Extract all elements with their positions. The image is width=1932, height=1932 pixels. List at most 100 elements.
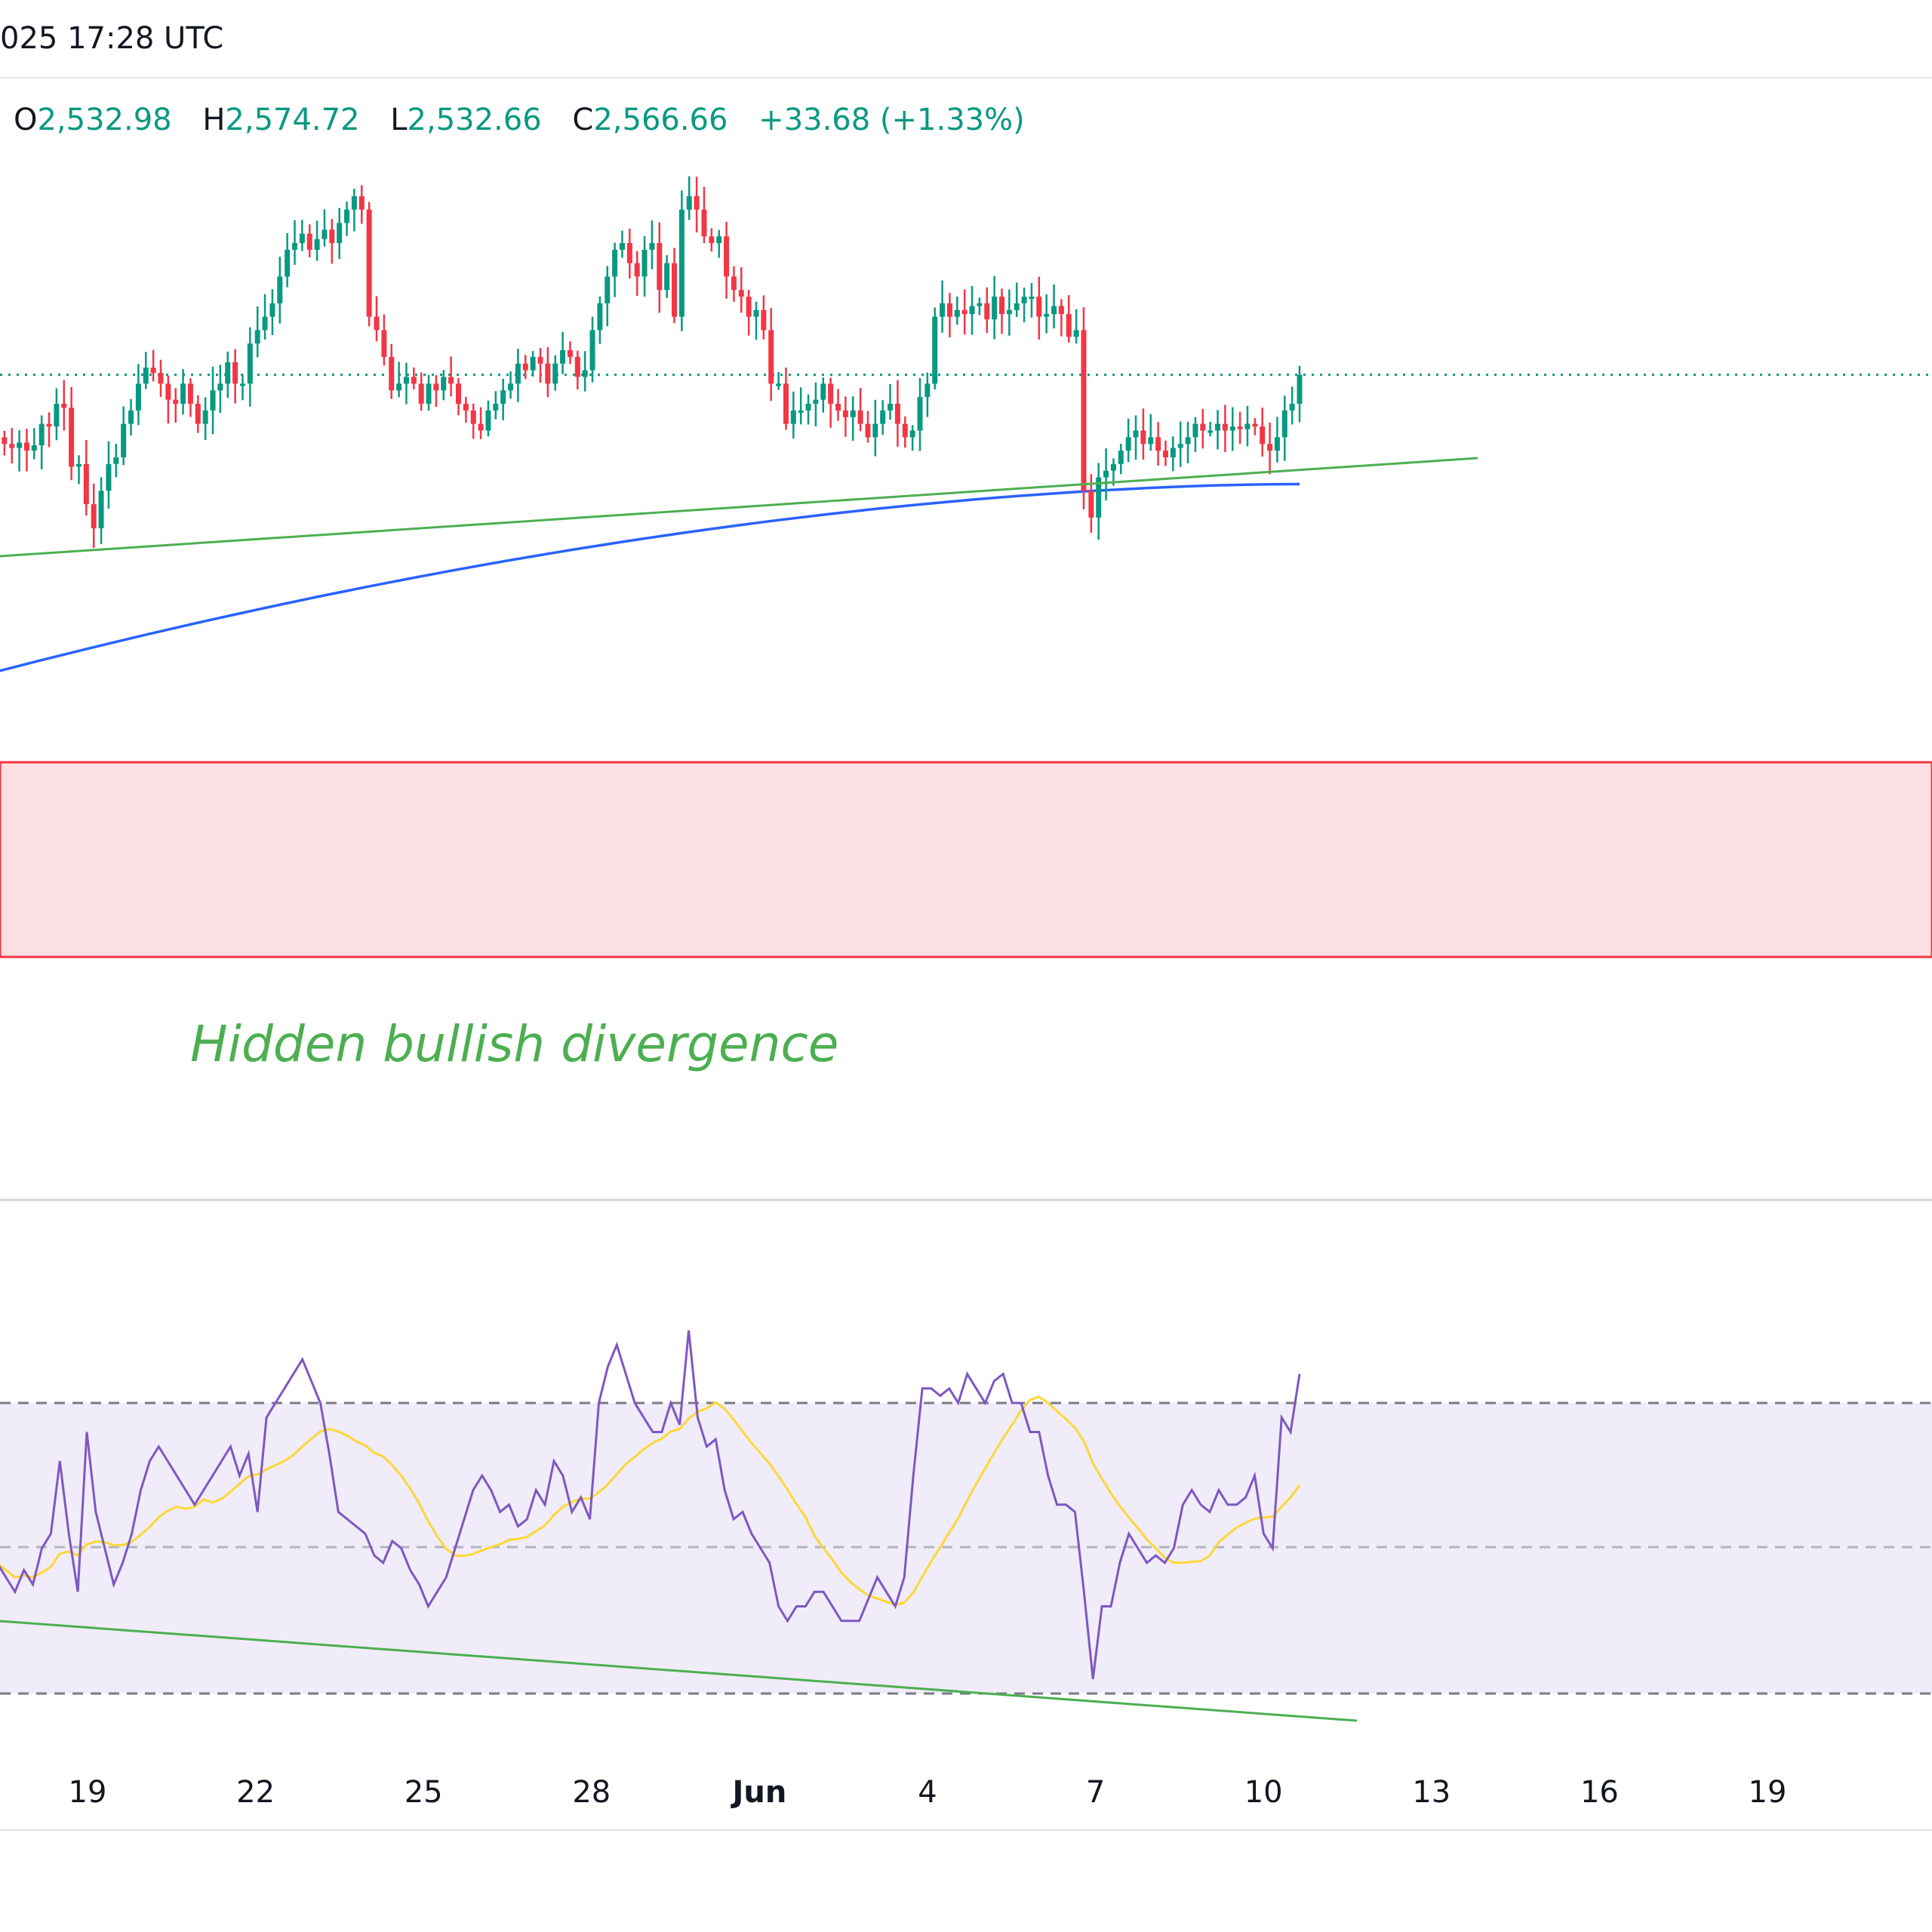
candle [1103,448,1109,501]
candle [678,190,685,331]
candle [626,228,632,278]
candle [285,233,291,288]
candle [329,219,335,264]
candle [31,428,37,460]
candle-body [46,423,52,427]
candle-body [98,491,104,528]
candle [888,383,894,420]
candle [1208,421,1214,437]
candle [292,220,298,265]
candle-body [813,399,819,404]
candle-body [1051,306,1057,315]
rsi-ma-path [0,1395,1301,1606]
candle [299,220,305,251]
candle-body [1237,426,1243,429]
candle-body [1133,430,1139,438]
candle-body [672,263,678,317]
candle-body [805,404,811,411]
close-value: 2,566.66 [593,103,728,137]
candle-body [1215,423,1221,431]
candle [805,394,811,425]
candle [106,441,112,509]
candle [1260,408,1266,457]
candle-body [940,303,946,317]
time-axis-tick: 13 [1412,1775,1451,1810]
candle [448,356,454,397]
candle [358,185,365,224]
candle-body [31,445,37,451]
candle-body [1029,297,1035,300]
candle [1133,415,1139,460]
candle-body [1140,430,1146,445]
candle-body [106,463,112,491]
candle [426,374,432,411]
candle-body [277,276,283,303]
candle [98,477,104,544]
candle [641,235,648,297]
time-axis-tick: 4 [918,1775,937,1810]
header-datetime: 025 17:28 UTC [0,21,224,56]
candle [463,396,469,423]
candle-body [1170,448,1176,457]
candle [1281,395,1287,461]
candle-body [374,316,380,331]
candle [560,331,566,374]
candle-body [1177,444,1183,448]
candle-body [560,350,566,364]
candle [113,444,119,478]
candle-body [753,309,759,317]
candle [500,379,506,420]
candle [1297,365,1303,423]
candle-body [888,404,894,411]
candle [9,428,15,464]
candle-body [239,383,245,386]
candle [1140,408,1146,460]
candle-body [902,423,908,438]
candle [1252,417,1258,435]
candle [924,372,931,417]
candle [724,221,730,299]
rsi-trendline [0,1620,1358,1722]
candle-body [61,404,67,408]
candle-body [463,404,469,411]
candle-body [761,309,767,331]
candle [83,440,89,516]
candle [508,371,514,399]
candle-body [820,383,826,400]
candle [828,377,834,428]
candle-body [1229,426,1235,431]
candle-body [1289,404,1295,411]
candle-body [686,196,692,210]
candle-body [396,383,402,391]
candle-body [493,404,499,411]
candle [932,307,938,389]
candle [470,403,476,439]
candle-body [842,410,848,417]
candle-body [337,223,343,244]
candle-body [23,442,29,451]
candle-body [478,423,484,431]
candle-body [285,249,291,277]
candle [865,411,871,443]
low-label: L [390,103,408,137]
candle-body [1208,430,1214,433]
candle-body [649,243,655,250]
candle [344,202,350,236]
candle [1289,386,1295,425]
candle [880,400,886,435]
candle [135,364,141,426]
candle [23,429,29,472]
candle [850,396,856,441]
candle-body [694,196,700,210]
candle-body [455,383,461,404]
candle-body [441,377,447,391]
candle-body [1281,410,1287,438]
candle [1177,421,1183,467]
candle [977,297,983,315]
candle-body [2,437,8,445]
candle [902,416,908,448]
candle-body [932,316,938,384]
candle-body [992,297,998,320]
time-axis-tick: 19 [69,1775,107,1810]
high-label: H [202,103,226,137]
